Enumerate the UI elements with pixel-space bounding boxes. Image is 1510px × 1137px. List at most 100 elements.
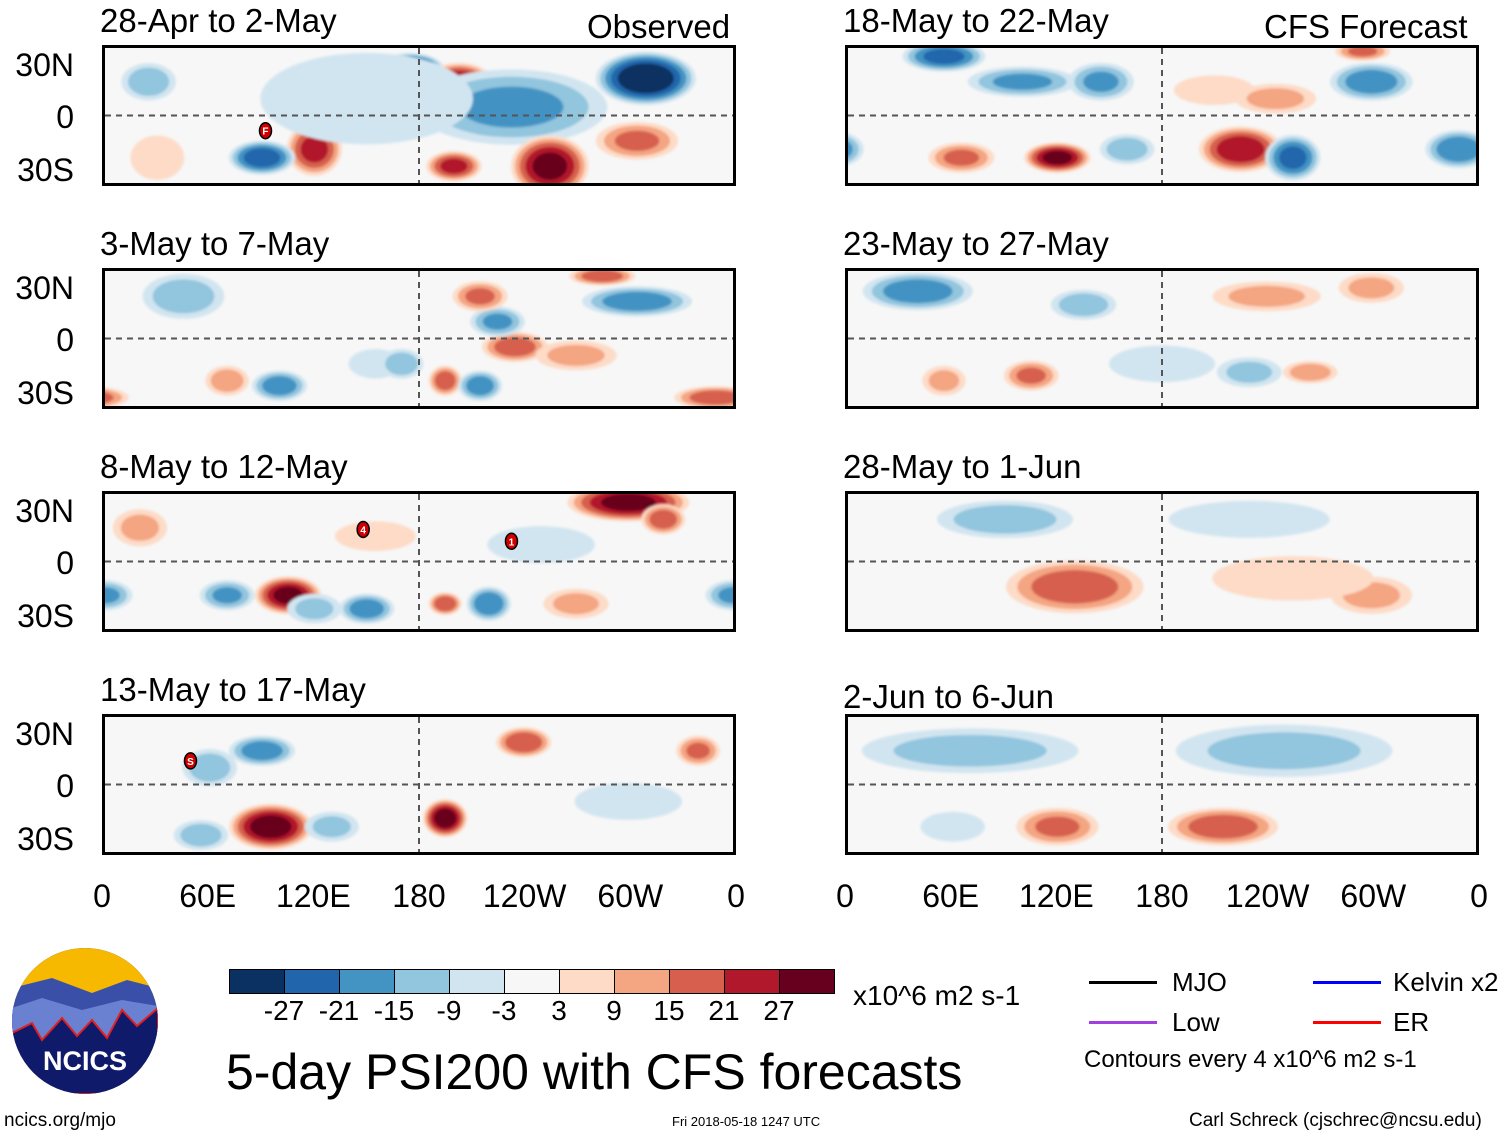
logo-graphic: NCICS (12, 948, 158, 1094)
anomaly-contour (243, 148, 281, 168)
anomaly-contour (1348, 277, 1395, 299)
legend-label-kelvin: Kelvin x2 (1393, 967, 1499, 997)
anomaly-contour (440, 158, 468, 174)
ncics-logo: NCICS (12, 948, 158, 1094)
anomaly-contour (459, 86, 564, 128)
anomaly-contour (482, 313, 513, 330)
anomaly-contour (1228, 285, 1305, 307)
panel-title: 2-Jun to 6-Jun (843, 678, 1054, 715)
colorbar-label: -27 (263, 995, 305, 1026)
colorbar-label: -15 (373, 995, 415, 1026)
legend-label-er: ER (1393, 1007, 1430, 1037)
anomaly-contour (553, 593, 599, 615)
timestamp: Fri 2018-05-18 1247 UTC (672, 1114, 821, 1129)
map-panel: F (102, 45, 736, 186)
anomaly-contour (581, 271, 624, 283)
svg-text:S: S (187, 757, 194, 768)
anomaly-contour (1212, 556, 1374, 601)
legend-label-mjo: MJO (1172, 967, 1227, 997)
colorbar-label: 3 (551, 995, 567, 1026)
lon-label: 120E (275, 878, 351, 914)
colorbar-units: x10^6 m2 s-1 (853, 980, 1021, 1011)
anomaly-contour (1168, 500, 1330, 538)
anomaly-contour (1058, 293, 1109, 317)
cyclone-marker: S (183, 752, 198, 770)
legend-line-mjo (1089, 981, 1157, 984)
lat-label: 0 (56, 99, 74, 135)
anomaly-contour (241, 741, 283, 761)
colorbar-swatch (615, 970, 670, 993)
colorbar-swatch (725, 970, 780, 993)
anomaly-contour (617, 63, 674, 94)
anomaly-contour (1226, 361, 1273, 383)
figure-title: 5-day PSI200 with CFS forecasts (226, 1044, 963, 1100)
lat-label: 30N (15, 47, 74, 83)
anomaly-contour (928, 370, 960, 392)
anomaly-contour (547, 344, 605, 366)
anomaly-contour (686, 742, 710, 759)
lon-label: 0 (727, 878, 745, 914)
anomaly-contour (434, 808, 457, 828)
anomaly-contour (210, 369, 244, 393)
anomaly-contour (1207, 732, 1361, 770)
anomaly-contour (689, 390, 733, 405)
anomaly-contour (434, 371, 456, 391)
colorbar-swatch (780, 970, 834, 993)
anomaly-contour (1436, 136, 1476, 163)
colorbar-swatch (285, 970, 340, 993)
colorbar-label: -21 (318, 995, 360, 1026)
anomaly-contour (1188, 814, 1258, 839)
cyclone-marker: 4 (356, 520, 370, 539)
map-panel: S (102, 714, 736, 855)
anomaly-contour (614, 130, 660, 152)
anomaly-contour (1031, 570, 1119, 604)
map-panel (102, 268, 736, 409)
anomaly-contour (466, 376, 494, 396)
anomaly-contour (494, 337, 536, 357)
lat-label: 30N (15, 270, 74, 306)
anomaly-contour (1106, 137, 1148, 161)
lat-label: 30S (17, 152, 74, 188)
anomaly-contour (718, 587, 733, 604)
colorbar-swatch (560, 970, 615, 993)
anomaly-contour (992, 73, 1053, 90)
anomaly-contour (1174, 75, 1255, 105)
map-field (848, 717, 1476, 852)
anomaly-contour (1035, 816, 1080, 837)
map-field (848, 494, 1476, 629)
lat-label: 0 (56, 322, 74, 358)
panel-title: 3-May to 7-May (100, 225, 330, 262)
map-field: 41 (105, 494, 733, 629)
anomaly-contour (532, 152, 568, 180)
anomaly-contour (953, 505, 1057, 534)
anomaly-contour (105, 587, 120, 604)
lat-label: 0 (56, 768, 74, 804)
lon-label: 60W (1340, 878, 1407, 914)
contour-note: Contours every 4 x10^6 m2 s-1 (1084, 1046, 1417, 1073)
svg-text:4: 4 (360, 525, 366, 536)
anomaly-contour (505, 732, 543, 753)
colorbar-label: 15 (653, 995, 685, 1026)
anomaly-contour (473, 592, 504, 616)
anomaly-contour (385, 352, 419, 376)
anomaly-contour (1246, 88, 1305, 110)
lon-label: 0 (93, 878, 111, 914)
panel-title: 28-Apr to 2-May (100, 2, 337, 39)
anomaly-contour (434, 596, 457, 612)
colorbar (229, 969, 835, 994)
anomaly-contour (152, 279, 215, 314)
anomaly-contour (923, 48, 965, 65)
anomaly-contour (1289, 363, 1331, 381)
cyclone-marker: 1 (504, 532, 519, 550)
lon-label: 0 (836, 878, 854, 914)
lat-label: 30N (15, 493, 74, 529)
website-link[interactable]: ncics.org/mjo (4, 1110, 116, 1131)
anomaly-contour (249, 815, 292, 839)
svg-text:1: 1 (509, 537, 515, 548)
lon-label: 180 (392, 878, 446, 914)
legend-line-er (1313, 1021, 1381, 1024)
cyclone-marker: F (258, 121, 273, 140)
anomaly-contour (601, 494, 656, 511)
lon-label: 60E (922, 878, 980, 914)
colorbar-swatch (670, 970, 725, 993)
